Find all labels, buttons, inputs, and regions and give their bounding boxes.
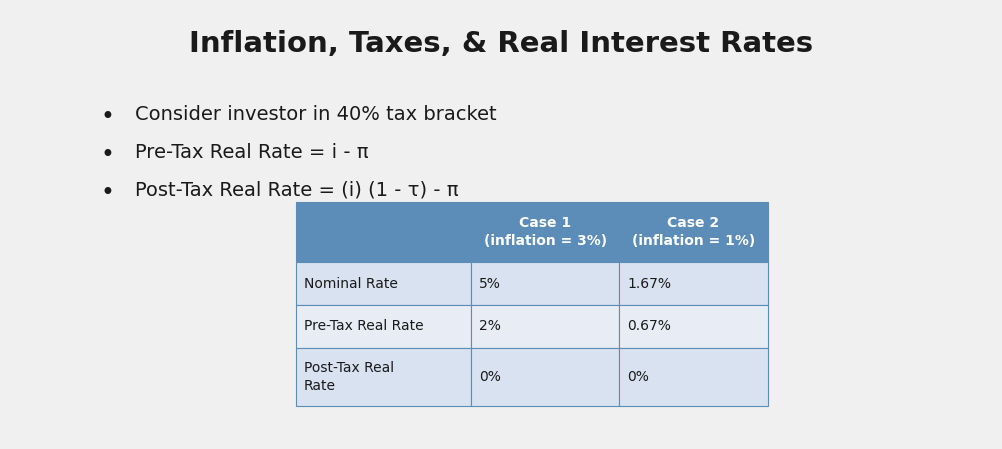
- Text: 2%: 2%: [479, 320, 501, 334]
- Text: •: •: [100, 181, 114, 205]
- Bar: [296, 202, 471, 262]
- Text: Post-Tax Real Rate = (i) (1 - τ) - π: Post-Tax Real Rate = (i) (1 - τ) - π: [135, 181, 459, 200]
- Text: Pre-Tax Real Rate: Pre-Tax Real Rate: [304, 320, 423, 334]
- Bar: [619, 202, 768, 262]
- Text: 0%: 0%: [479, 370, 501, 384]
- Bar: [296, 348, 471, 406]
- Text: Post-Tax Real
Rate: Post-Tax Real Rate: [304, 361, 394, 392]
- Bar: [619, 262, 768, 305]
- Text: Consider investor in 40% tax bracket: Consider investor in 40% tax bracket: [135, 105, 497, 124]
- Text: Nominal Rate: Nominal Rate: [304, 277, 398, 291]
- Bar: [296, 305, 471, 348]
- Text: Pre-Tax Real Rate = i - π: Pre-Tax Real Rate = i - π: [135, 143, 369, 162]
- Text: Case 1
(inflation = 3%): Case 1 (inflation = 3%): [484, 216, 606, 248]
- Text: 1.67%: 1.67%: [627, 277, 671, 291]
- Text: •: •: [100, 105, 114, 129]
- Text: 0%: 0%: [627, 370, 649, 384]
- Text: 0.67%: 0.67%: [627, 320, 671, 334]
- Bar: [471, 202, 619, 262]
- Text: Case 2
(inflation = 1%): Case 2 (inflation = 1%): [631, 216, 756, 248]
- Text: •: •: [100, 143, 114, 167]
- Bar: [619, 305, 768, 348]
- Bar: [471, 262, 619, 305]
- Bar: [471, 305, 619, 348]
- Text: Inflation, Taxes, & Real Interest Rates: Inflation, Taxes, & Real Interest Rates: [189, 30, 813, 58]
- Bar: [619, 348, 768, 406]
- Bar: [471, 348, 619, 406]
- Text: 5%: 5%: [479, 277, 501, 291]
- Bar: [296, 262, 471, 305]
